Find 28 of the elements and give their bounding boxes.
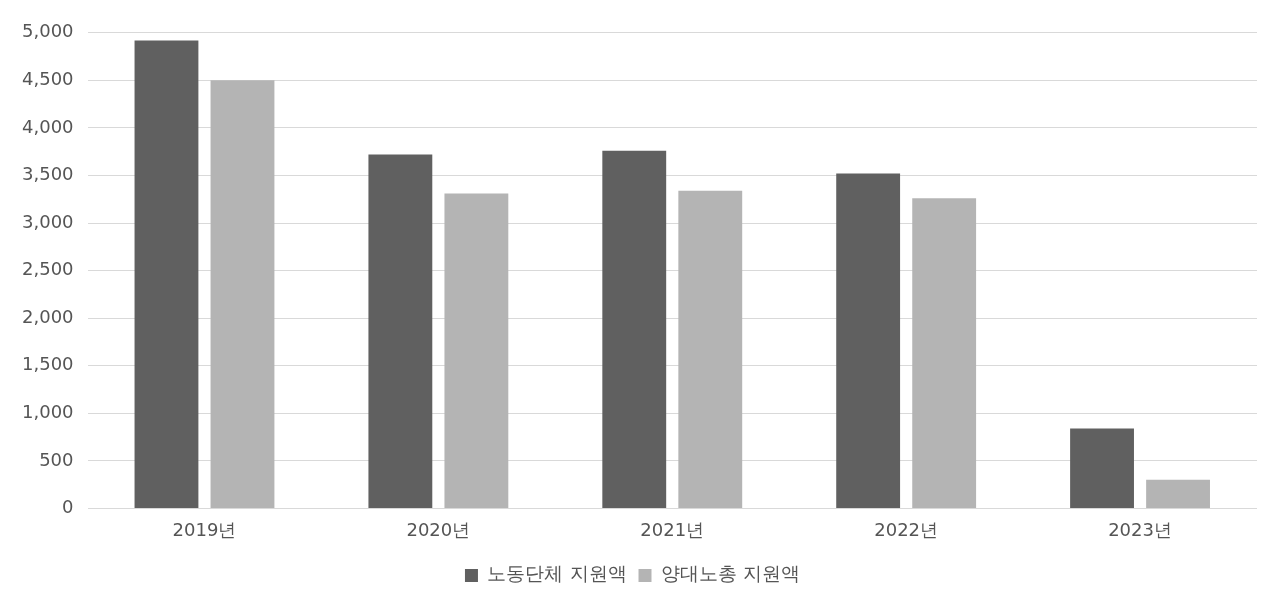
- y-tick-label: 5,000: [22, 20, 74, 42]
- x-tick-label: 2019년: [172, 518, 237, 540]
- x-tick-label: 2021년: [640, 518, 705, 540]
- x-tick-label: 2023년: [1108, 518, 1172, 540]
- y-tick-label: 500: [39, 448, 74, 470]
- y-tick-label: 0: [62, 496, 74, 518]
- y-tick-label: 3,500: [22, 163, 74, 185]
- bar: [444, 193, 509, 508]
- y-tick-label: 1,500: [22, 353, 74, 375]
- legend-label: 양대노총 지원액: [661, 562, 801, 585]
- bar: [836, 173, 901, 508]
- x-tick-label: 2020년: [406, 518, 471, 540]
- x-tick-label: 2022년: [874, 518, 939, 540]
- bar: [134, 40, 199, 508]
- y-tick-label: 2,500: [22, 258, 74, 280]
- y-tick-label: 2,000: [22, 305, 74, 327]
- bar: [1070, 428, 1134, 508]
- legend-label: 노동단체 지원액: [487, 562, 627, 585]
- y-tick-label: 4,500: [22, 68, 74, 90]
- bar: [602, 150, 667, 508]
- bar: [368, 154, 433, 508]
- bar: [912, 198, 977, 508]
- bar: [210, 80, 275, 508]
- y-tick-label: 3,000: [22, 210, 74, 232]
- y-tick-label: 4,000: [22, 115, 74, 137]
- bar: [678, 190, 743, 508]
- bar: [1146, 479, 1210, 508]
- y-tick-label: 1,000: [22, 400, 74, 422]
